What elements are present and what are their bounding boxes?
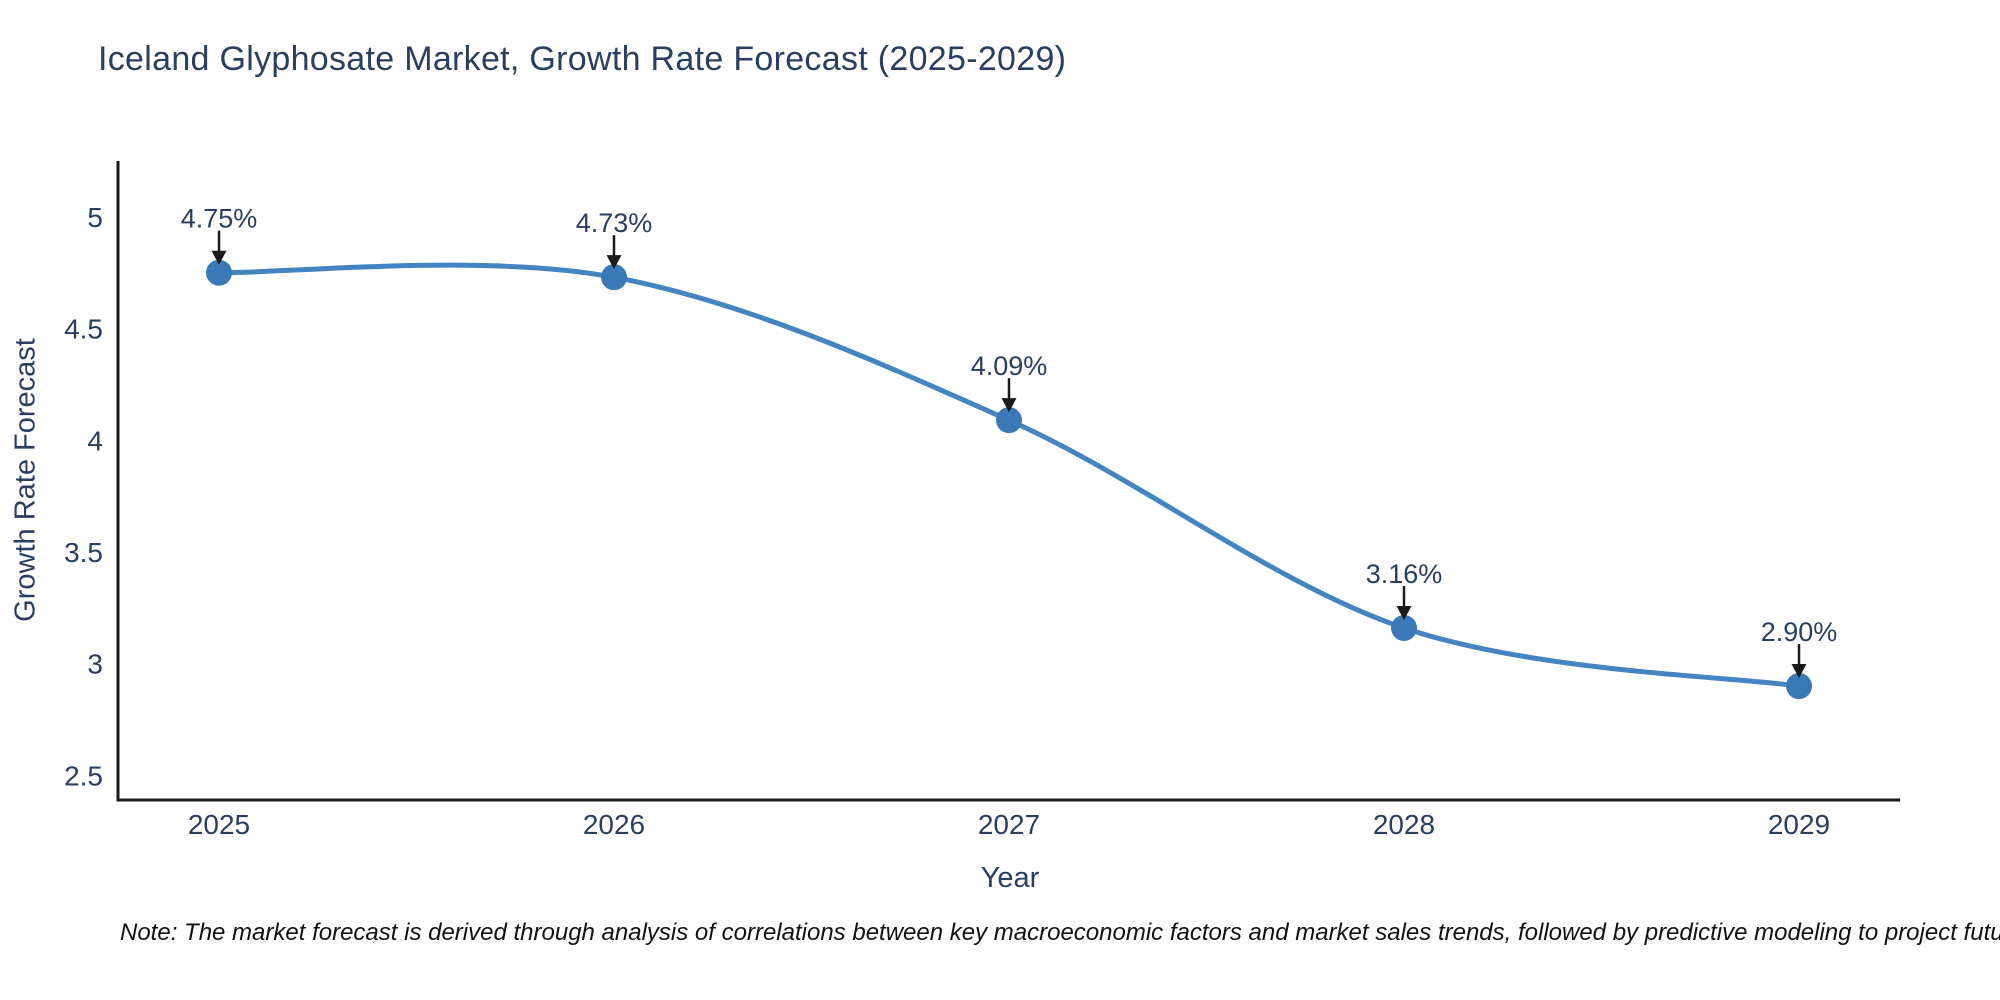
point-annotation-label: 3.16% xyxy=(1366,559,1443,589)
chart-title: Iceland Glyphosate Market, Growth Rate F… xyxy=(98,40,1067,78)
y-tick-label: 2.5 xyxy=(64,760,103,791)
x-axis-title: Year xyxy=(980,862,1040,894)
data-point-marker xyxy=(601,264,627,291)
x-tick-label: 2029 xyxy=(1768,809,1830,840)
data-point-marker xyxy=(1786,673,1812,700)
data-point-marker xyxy=(1391,614,1417,641)
data-point-marker xyxy=(996,407,1022,434)
y-tick-label: 5 xyxy=(87,202,103,233)
x-tick-label: 2025 xyxy=(188,809,250,840)
x-tick-label: 2027 xyxy=(978,809,1040,840)
x-tick-label: 2028 xyxy=(1373,809,1435,840)
y-tick-label: 3 xyxy=(87,649,103,680)
point-annotation-label: 4.09% xyxy=(971,351,1048,381)
y-tick-label: 4 xyxy=(87,425,103,456)
annotation-arrow-head xyxy=(1396,605,1412,620)
point-annotation-label: 2.90% xyxy=(1761,617,1838,647)
point-annotation-label: 4.73% xyxy=(576,208,653,238)
annotation-arrow-head xyxy=(211,250,227,265)
data-point-marker xyxy=(206,259,232,286)
annotation-arrow-head xyxy=(1791,664,1807,679)
point-annotation-label: 4.75% xyxy=(181,204,258,234)
annotation-arrow-head xyxy=(606,255,622,270)
annotation-arrow-head xyxy=(1001,398,1017,413)
footnote: Note: The market forecast is derived thr… xyxy=(120,919,2000,946)
x-tick-label: 2026 xyxy=(583,809,645,840)
y-tick-label: 3.5 xyxy=(64,537,103,568)
line-series-path xyxy=(216,262,1802,689)
y-tick-label: 4.5 xyxy=(64,314,103,345)
